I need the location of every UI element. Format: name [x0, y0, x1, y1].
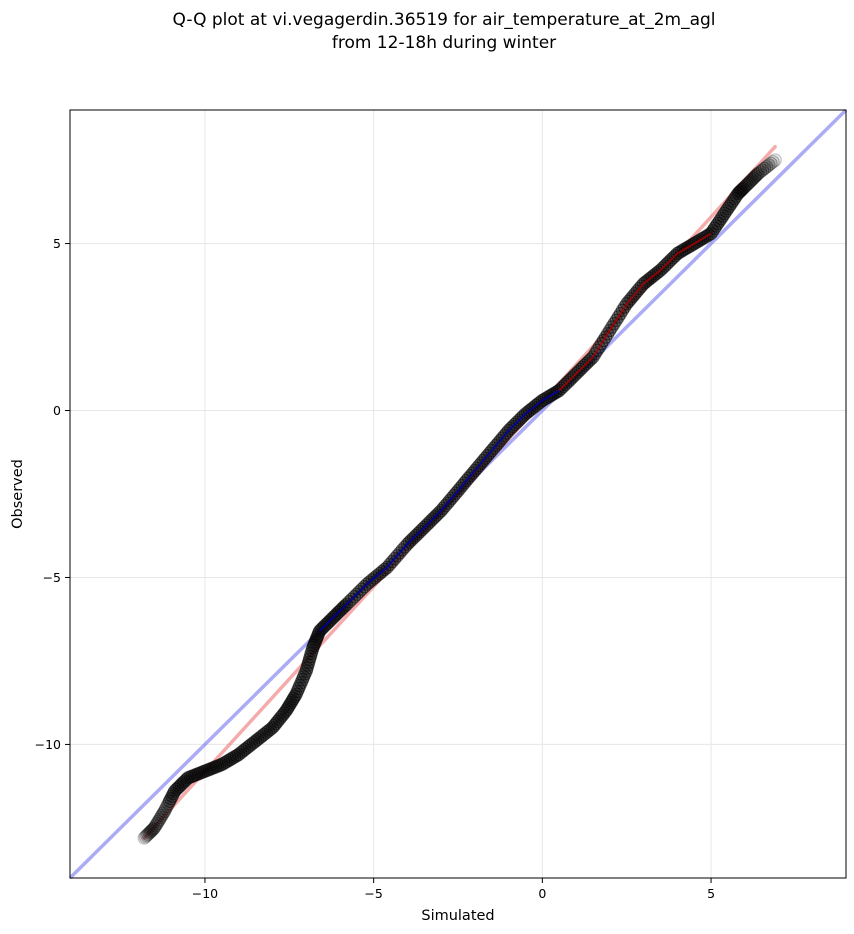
data-point: [137, 831, 151, 845]
data-point: [749, 169, 763, 183]
data-point: [142, 826, 157, 840]
y-tick-label-2: 0: [53, 403, 61, 418]
data-point: [736, 181, 750, 196]
data-point: [221, 754, 235, 768]
data-point: [757, 161, 772, 176]
x-tick-label-2: 0: [538, 886, 546, 901]
data-point: [281, 700, 296, 714]
data-point: [140, 828, 154, 843]
data-point: [147, 821, 162, 835]
data-point: [766, 155, 780, 169]
data-point: [764, 156, 778, 171]
data-point: [746, 171, 760, 186]
inner-quantile-low: [318, 389, 560, 632]
data-point: [141, 827, 155, 841]
y-tick-label-0: −10: [35, 737, 61, 752]
data-point: [760, 160, 774, 174]
y-tick-label-3: 5: [53, 236, 61, 251]
y-axis-label: Observed: [10, 459, 26, 529]
y-tick-label-1: −5: [43, 570, 61, 585]
data-point: [154, 810, 168, 825]
chart-title-line-2: from 12-18h during winter: [332, 33, 556, 53]
plot-frame: [69, 109, 847, 879]
data-point: [151, 815, 165, 829]
chart-title-line-1: Q-Q plot at vi.vegagerdin.36519 for air_…: [172, 10, 715, 30]
x-tick-label-0: −10: [192, 886, 218, 901]
data-point: [747, 170, 762, 184]
data-point: [768, 153, 782, 167]
data-point: [738, 179, 753, 193]
inner-quantile-high: [558, 232, 712, 392]
data-point: [284, 696, 298, 710]
data-point: [755, 163, 770, 177]
data-point: [753, 165, 768, 179]
data-point: [143, 825, 158, 839]
data-point: [152, 812, 167, 827]
data-point: [155, 808, 169, 823]
data-point: [145, 823, 159, 838]
x-tick-label-1: −5: [364, 886, 382, 901]
inner-quantile-band: [318, 232, 712, 632]
data-point: [762, 158, 776, 172]
axis-ticks: −10 −5 0 5 −10 −5 0 5: [35, 236, 715, 901]
data-point: [148, 819, 163, 833]
data-point: [156, 806, 170, 820]
x-tick-label-3: 5: [707, 886, 715, 901]
data-point: [740, 178, 754, 192]
data-point: [742, 175, 757, 189]
data-point: [745, 173, 759, 187]
data-point: [737, 180, 752, 194]
data-point: [280, 702, 294, 716]
data-point: [750, 168, 764, 182]
data-point: [150, 817, 164, 831]
data-point: [138, 830, 153, 844]
data-point: [146, 822, 160, 836]
data-point: [744, 174, 758, 188]
x-axis-label: Simulated: [421, 908, 494, 924]
data-point: [751, 166, 765, 181]
data-point: [741, 176, 755, 191]
data-point: [223, 752, 238, 767]
